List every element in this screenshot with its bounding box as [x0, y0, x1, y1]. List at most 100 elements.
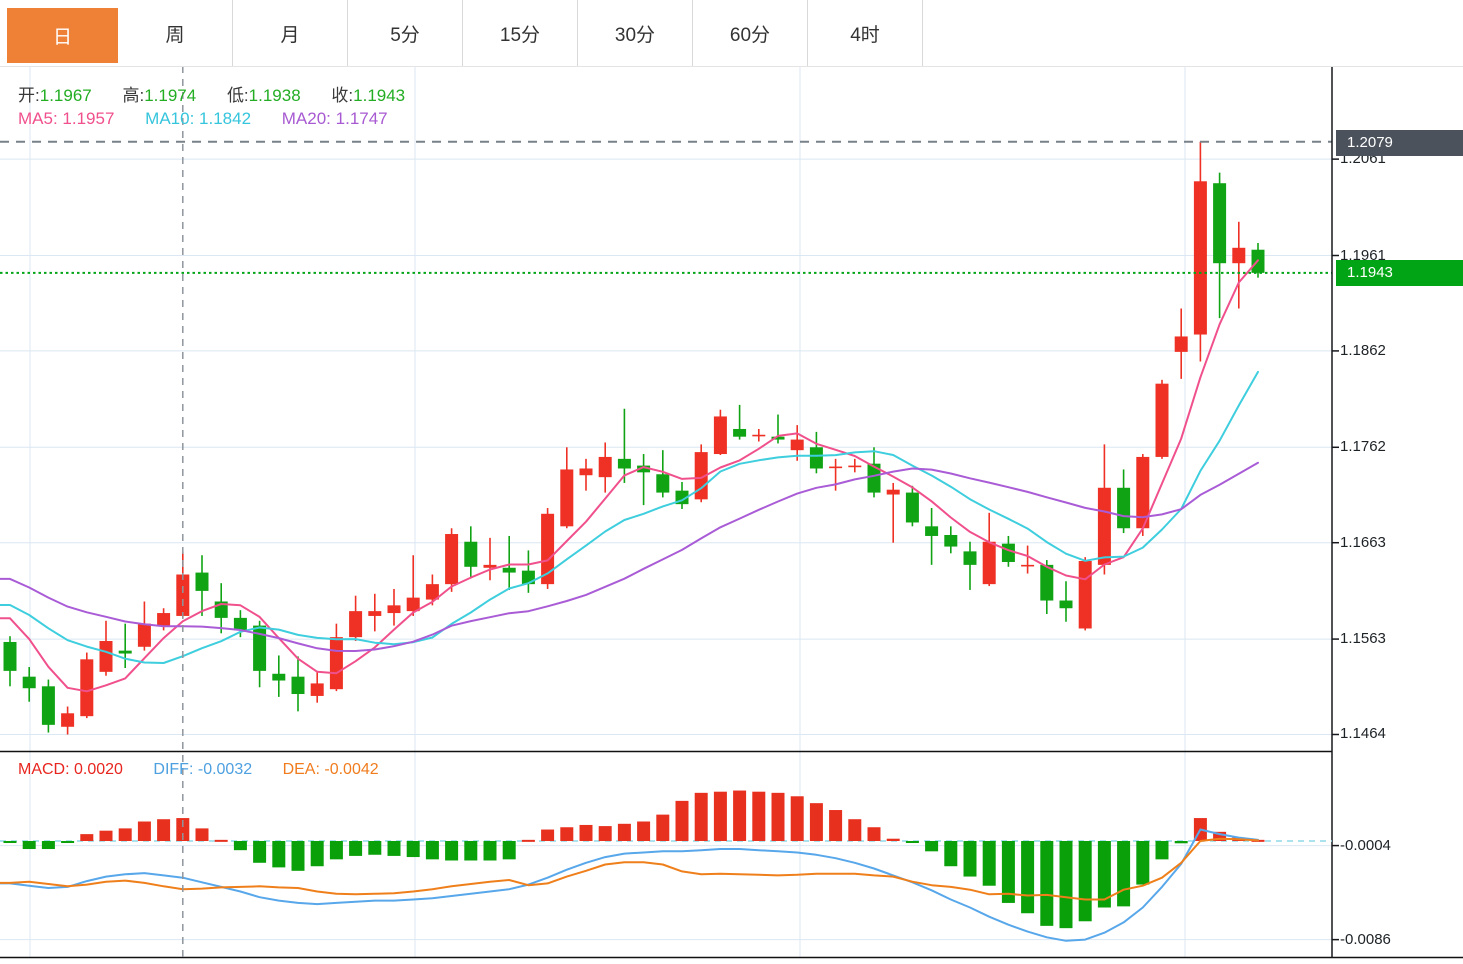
macd-bar [445, 841, 459, 861]
tab-day[interactable]: 日 [7, 8, 118, 63]
macd-bar [733, 790, 747, 841]
macd-bar [521, 839, 535, 842]
price-tick-label: 1.1464 [1340, 725, 1386, 743]
macd-bar [387, 841, 401, 856]
candle-body [963, 551, 977, 565]
high-price-marker: 1.2079 [1336, 130, 1463, 156]
candle-body [310, 683, 324, 696]
tab-5min[interactable]: 5分 [348, 0, 463, 66]
macd-readout: MACD: 0.0020 DIFF: -0.0032 DEA: -0.0042 [18, 761, 379, 779]
macd-tick-label: -0.0004 [1340, 836, 1391, 854]
candle-body [1078, 561, 1092, 629]
macd-bar [848, 819, 862, 841]
timeframe-tabs: 日 周 月 5分 15分 30分 60分 4时 [0, 0, 1463, 67]
candle-body [80, 659, 94, 717]
macd-bar [1078, 841, 1092, 922]
candle-body [560, 469, 574, 527]
ma-readout: MA5: 1.1957 MA10: 1.1842 MA20: 1.1747 [18, 109, 388, 129]
ma10-value: 1.1842 [199, 109, 252, 128]
tab-15min[interactable]: 15分 [463, 0, 578, 66]
macd-bar [925, 841, 939, 852]
candle-body [61, 713, 75, 727]
candle-body [944, 534, 958, 547]
macd-bar [1001, 841, 1015, 903]
macd-bar [118, 828, 132, 841]
high-value: 1.1974 [144, 86, 197, 105]
candle-body [771, 436, 785, 440]
candle-body [272, 673, 286, 681]
candle-body [22, 676, 36, 689]
macd-bar [80, 834, 94, 841]
macd-bar [291, 841, 305, 871]
macd-bar [579, 824, 593, 841]
tab-month[interactable]: 月 [233, 0, 348, 66]
candle-body [176, 574, 190, 616]
candle-body [925, 526, 939, 536]
macd-bar [349, 841, 363, 856]
candle-body [867, 463, 881, 493]
candle-body [233, 617, 247, 631]
macd-bar [541, 829, 555, 841]
price-tick-label: 1.1762 [1340, 438, 1386, 456]
candle-body [848, 465, 862, 468]
macd-bar [1040, 841, 1054, 926]
macd-bar [61, 841, 75, 843]
macd-bar [3, 841, 17, 843]
tab-60min[interactable]: 60分 [693, 0, 808, 66]
open-value: 1.1967 [39, 86, 92, 105]
candle-body [464, 541, 478, 567]
macd-bar [752, 791, 766, 841]
tab-30min[interactable]: 30分 [578, 0, 693, 66]
candle-body [752, 434, 766, 437]
dea-value: -0.0042 [324, 761, 379, 778]
ma5-line [0, 259, 1259, 693]
macd-bar [790, 796, 804, 841]
close-value: 1.1943 [353, 86, 406, 105]
macd-bar [425, 841, 439, 860]
candle-body [1097, 487, 1111, 565]
candle-body [99, 641, 113, 672]
macd-bar [886, 838, 900, 841]
ma5-label: MA5: [18, 109, 58, 128]
macd-bar [195, 828, 209, 841]
macd-bar [1155, 841, 1169, 860]
macd-bar [464, 841, 478, 861]
macd-bar [41, 841, 55, 850]
macd-bar [310, 841, 324, 867]
macd-bar [905, 841, 919, 843]
last-price-marker: 1.1943 [1336, 260, 1463, 286]
candle-body [1155, 383, 1169, 457]
tab-week[interactable]: 周 [118, 0, 233, 66]
macd-bar [1136, 841, 1150, 885]
candle-body [541, 513, 555, 585]
candle-body [637, 465, 651, 473]
macd-bar [982, 841, 996, 886]
price-tick-label: 1.1563 [1340, 630, 1386, 648]
macd-bar [99, 830, 113, 841]
macd-bar [157, 819, 171, 841]
macd-bar [214, 839, 228, 842]
ma20-value: 1.1747 [335, 109, 388, 128]
macd-bar [598, 826, 612, 841]
macd-bar [809, 803, 823, 841]
macd-bar [675, 800, 689, 841]
candle-body [809, 447, 823, 469]
candle-body [502, 567, 516, 573]
candle-body [982, 541, 996, 585]
ma20-line [0, 461, 1259, 652]
macd-bar [694, 792, 708, 841]
close-label: 收: [331, 86, 354, 105]
low-label: 低: [226, 86, 249, 105]
candle-body [1001, 543, 1015, 562]
candle-body [445, 534, 459, 585]
candle-body [195, 572, 209, 591]
tab-4hour[interactable]: 4时 [808, 0, 923, 66]
candle-body [733, 428, 747, 437]
ma5-value: 1.1957 [62, 109, 115, 128]
candle-body [1059, 600, 1073, 609]
ma20-label: MA20: [281, 109, 331, 128]
ohlc-readout: 开:1.1967 高:1.1974 低:1.1938 收:1.1943 [18, 81, 405, 106]
macd-bar [368, 841, 382, 855]
ma10-label: MA10: [145, 109, 195, 128]
